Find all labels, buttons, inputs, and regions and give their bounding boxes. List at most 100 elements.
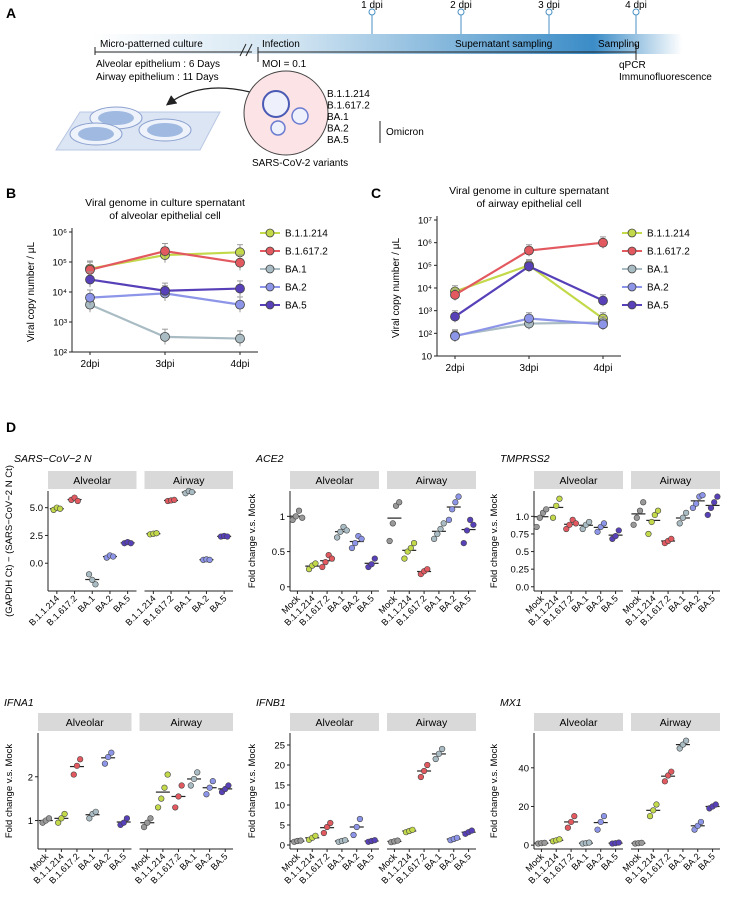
data-point: [194, 769, 201, 776]
data-point: [689, 504, 697, 512]
data-point: [161, 784, 168, 791]
panel-label-b: B: [6, 185, 16, 201]
culture-note-alveolar: Alveolar epithelium : 6 Days: [96, 59, 220, 70]
assay-qpcr: qPCR: [619, 60, 646, 71]
data-point: [597, 818, 604, 826]
legend-marker: [265, 282, 275, 292]
data-point: [299, 514, 306, 521]
y-tick-label: 20: [518, 802, 529, 813]
data-point: [615, 839, 622, 846]
data-point: [549, 514, 557, 521]
facet-strip: [139, 713, 233, 731]
data-point: [615, 527, 622, 534]
data-point: [343, 527, 350, 534]
data-point: [453, 834, 461, 841]
dotplot-ifnb1: IFNB1 Fold change v.s. Mock 0 5 10 15 20 25 Alve…: [247, 697, 476, 886]
data-point: [594, 528, 601, 535]
x-tick-label: BA.5: [696, 851, 717, 872]
legend-marker: [627, 282, 637, 292]
legend-label: BA.2: [285, 283, 307, 294]
data-point-B.1.617.2: [235, 257, 245, 268]
x-tick-label: 2dpi: [81, 359, 100, 370]
data-point: [440, 520, 447, 527]
data-point: [566, 521, 573, 528]
data-point: [327, 819, 334, 827]
y-tick-label: 0: [280, 841, 285, 852]
data-point-BA.5: [235, 283, 245, 294]
data-point: [586, 518, 593, 526]
data-point: [594, 826, 601, 833]
facet-strip: [290, 713, 379, 731]
data-point: [401, 555, 408, 562]
data-point: [92, 808, 99, 815]
variant-label: BA.2: [327, 124, 349, 135]
x-tick-label: 4dpi: [594, 363, 613, 374]
data-point: [645, 530, 652, 538]
data-point: [636, 507, 644, 514]
data-point: [407, 544, 414, 552]
data-point: [188, 489, 196, 496]
data-point: [679, 514, 687, 521]
data-point: [225, 782, 232, 789]
data-point: [55, 819, 62, 826]
data-point: [320, 829, 327, 837]
data-point: [337, 528, 344, 535]
data-point: [654, 507, 662, 514]
y-tick-label: 10⁵: [52, 258, 67, 269]
data-point: [206, 556, 213, 563]
series-line-BA.5: [454, 265, 604, 318]
variant-label: B.1.1.214: [327, 89, 370, 100]
chart-title-line: Viral genome in culture spernatant: [85, 197, 245, 209]
y-tick-label: 20: [274, 761, 285, 772]
data-point: [147, 815, 154, 822]
data-point-BA.1: [160, 331, 170, 342]
culture-note-airway: Airway epithelium : 11 Days: [96, 72, 219, 83]
dpi-marker-dot: [545, 8, 553, 16]
panel-label-d: D: [6, 419, 16, 435]
data-point: [172, 804, 179, 811]
data-point: [312, 560, 319, 567]
data-point: [541, 839, 548, 846]
legend-marker: [265, 300, 275, 310]
y-axis-label: Fold change v.s. Mock: [247, 744, 258, 839]
data-point: [175, 793, 182, 800]
legend-marker: [627, 264, 637, 274]
x-tick-label: BA.2: [190, 593, 211, 614]
facet-label: Airway: [660, 717, 692, 729]
data-point: [434, 530, 441, 538]
data-point: [533, 523, 540, 531]
data-point: [712, 801, 719, 808]
data-point: [58, 815, 65, 822]
data-point: [123, 815, 131, 822]
gene-title: IFNB1: [256, 697, 286, 709]
data-point: [56, 505, 64, 512]
data-point: [356, 815, 364, 823]
data-point: [120, 819, 127, 826]
legend-label: B.1.1.214: [647, 229, 690, 240]
data-point: [600, 813, 608, 820]
data-point: [668, 768, 675, 775]
legend-label: BA.5: [647, 301, 669, 312]
data-point: [697, 818, 705, 826]
data-point: [714, 493, 721, 500]
data-point: [460, 540, 467, 547]
facet-label: Airway: [416, 717, 448, 729]
data-point: [707, 504, 715, 512]
facet-label: Alveolar: [66, 717, 104, 729]
data-point: [178, 782, 185, 789]
data-point: [646, 813, 654, 820]
dpi-label: 2 dpi: [450, 0, 472, 11]
data-point: [424, 566, 431, 573]
data-point: [543, 506, 550, 513]
data-point: [206, 784, 213, 791]
data-point: [564, 824, 571, 831]
data-point: [536, 514, 543, 521]
moi-label: MOI = 0.1: [262, 59, 307, 70]
data-point: [463, 527, 471, 534]
y-tick-label: 10³: [53, 318, 67, 329]
y-tick-label: 10⁴: [417, 284, 432, 295]
x-tick-label: BA.5: [355, 593, 376, 614]
data-point-B.1.617.2: [598, 237, 608, 248]
